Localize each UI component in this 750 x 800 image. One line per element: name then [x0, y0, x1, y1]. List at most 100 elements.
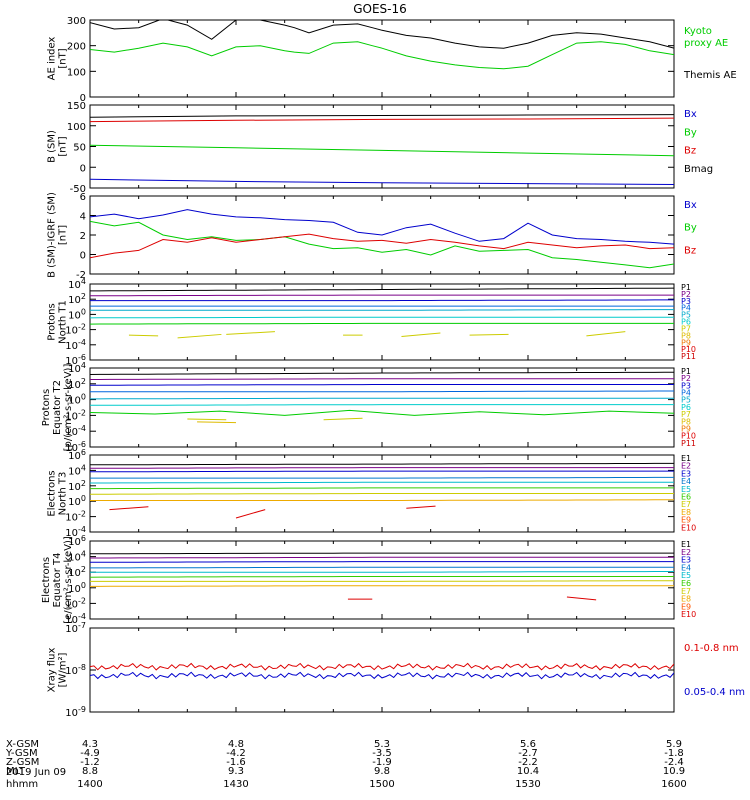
legend-entry: E1: [681, 454, 691, 463]
panel-frame: [89, 19, 675, 98]
x-tick-label-x_gsm: 5.6: [520, 739, 536, 750]
x-row-label: Z-GSM: [6, 757, 39, 768]
x-tick-label-mlt: 10.4: [517, 766, 539, 777]
y-axis-label: ProtonsEquator T2[p/(cm²-s-sr-keV)]: [41, 364, 74, 452]
y-tick-label: 100: [67, 67, 86, 78]
legend-entry: P7: [681, 410, 691, 419]
series-segment-P9: [197, 421, 237, 424]
series-line-E8: [90, 499, 674, 501]
legend-entry: E4: [681, 563, 691, 572]
legend-entry: P11: [681, 439, 696, 448]
legend-entry: P9: [681, 338, 691, 347]
legend-entry: E10: [681, 610, 696, 619]
series-line-E6: [90, 576, 674, 578]
series-line-P5: [90, 309, 674, 311]
series-line-0.05-0.4 nm: [90, 671, 674, 680]
x-tick-label-hhmm: 1530: [515, 779, 540, 790]
series-segment-P8: [469, 333, 509, 336]
series-line-E3: [90, 470, 674, 473]
series-segment-P8: [187, 418, 227, 421]
legend-entry: P5: [681, 311, 691, 320]
series-line-Themis AE: [90, 20, 674, 49]
y-tick-label: 50: [73, 143, 86, 154]
x-tick-label-z_gsm: -2.4: [664, 757, 684, 768]
series-group: [90, 552, 674, 601]
legend-entry: Kyoto: [684, 26, 712, 37]
series-group: [90, 209, 674, 269]
panel-frame: [89, 627, 675, 713]
x-tick-label-z_gsm: -1.6: [226, 757, 246, 768]
y-tick-label: 4: [80, 212, 86, 223]
y-axis-label: ElectronsEquator T4[e/(cm²-s-sr-keV)]: [41, 536, 74, 624]
x-tick-label-z_gsm: -2.2: [518, 757, 538, 768]
legend-entry: 0.1-0.8 nm: [684, 643, 739, 654]
series-group: [90, 287, 674, 339]
legend-entry: Themis AE: [683, 70, 737, 81]
series-line-E1: [90, 552, 674, 555]
series-line-P3: [90, 384, 674, 386]
series-line-P4: [90, 390, 674, 393]
x-row-label: Y-GSM: [5, 748, 38, 759]
y-axis-label: B (SM)-IGRF (SM)[nT]: [47, 192, 69, 278]
legend: Bx By Bz Bmag: [684, 109, 713, 175]
series-line-E4: [90, 476, 674, 479]
x-row-label: hhmm: [6, 779, 38, 790]
legend: Bx By Bz: [684, 200, 697, 256]
legend-entry: P4: [681, 389, 691, 398]
x-tick-label-hhmm: 1500: [369, 779, 394, 790]
legend-entry: E10: [681, 523, 696, 532]
series-group: [90, 662, 674, 680]
legend-entry: E4: [681, 477, 691, 486]
series-line-E2: [90, 556, 674, 559]
series-group: [90, 20, 674, 70]
x-tick-label-x_gsm: 5.3: [374, 739, 390, 750]
y-tick-label: 104: [68, 463, 86, 477]
y-axis-label: ElectronsNorth T3: [47, 470, 69, 516]
series-segment-P8: [128, 334, 159, 337]
y-tick-label: 102: [68, 479, 86, 493]
legend-entry: E5: [681, 485, 691, 494]
y-tick-label: -2: [76, 270, 86, 281]
legend-entry: E7: [681, 500, 691, 509]
legend-entry: Bx: [684, 200, 697, 211]
legend-entry: P10: [681, 345, 696, 354]
legend-entry: E2: [681, 548, 691, 557]
series-line-E5: [90, 571, 674, 573]
legend-entry: By: [684, 223, 697, 234]
series-line-Bz: [90, 233, 674, 259]
x-tick-label-y_gsm: -1.8: [664, 748, 684, 759]
date-label: 2019 Jun 09: [6, 767, 66, 778]
legend-entry: E8: [681, 508, 691, 517]
legend-entry: Bmag: [684, 164, 713, 175]
legend-entry: proxy AE: [684, 38, 728, 49]
y-tick-label: 2: [80, 231, 86, 242]
legend-entry: P2: [681, 290, 691, 299]
legend-entry: E9: [681, 516, 691, 525]
y-axis-label: Xray flux[W/m²]: [47, 648, 69, 693]
series-line-P6: [90, 316, 674, 319]
y-tick-label: 106: [68, 448, 86, 462]
legend-entry: P2: [681, 374, 691, 383]
series-line-E1: [90, 462, 674, 466]
series-line-P6: [90, 404, 674, 406]
legend-entry: E5: [681, 571, 691, 580]
series-line-P2: [90, 294, 674, 297]
series-line-P2: [90, 378, 674, 380]
series-segment-P8: [401, 332, 441, 338]
y-axis-label: AE index[nT]: [47, 37, 69, 81]
y-axis-label: ProtonsNorth T1: [47, 300, 69, 344]
series-line-E2: [90, 467, 674, 469]
legend-entry: E6: [681, 493, 691, 502]
panel-frame: [89, 367, 675, 448]
series-line-Bx: [90, 178, 674, 185]
x-row-label: X-GSM: [6, 739, 39, 750]
x-tick-label-mlt: 9.8: [374, 766, 390, 777]
series-line-Bmag: [90, 114, 674, 118]
y-tick-label: 0: [80, 93, 86, 104]
